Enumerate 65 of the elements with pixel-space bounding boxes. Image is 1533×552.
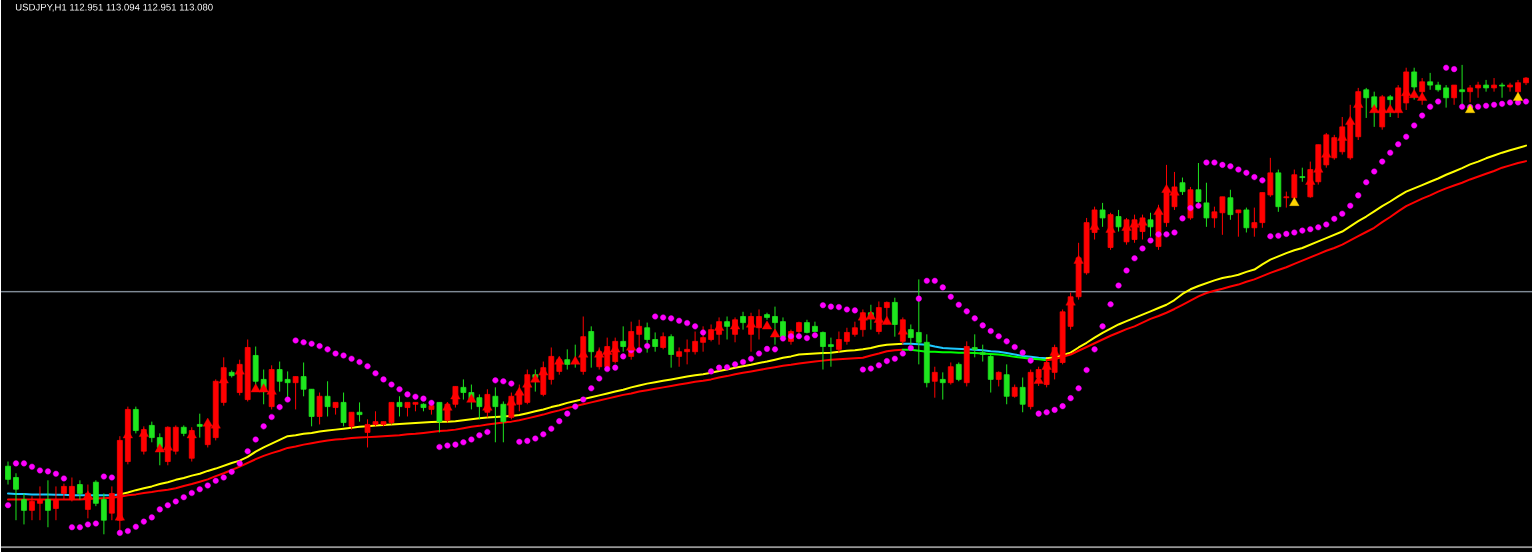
candlestick: [1003, 363, 1010, 405]
candlestick: [500, 400, 507, 443]
candlestick: [1467, 84, 1473, 103]
candlestick: [1243, 206, 1250, 233]
candlestick: [45, 479, 51, 528]
candlestick: [1499, 82, 1505, 99]
candlestick: [828, 336, 834, 368]
chart-title: USDJPY,H1 112.951 113.094 112.951 113.080: [15, 3, 213, 12]
candlestick: [852, 321, 858, 338]
candlestick: [21, 492, 27, 525]
candlestick: [947, 361, 954, 385]
candlestick: [196, 413, 203, 438]
candlestick: [356, 401, 363, 423]
candlestick: [396, 395, 403, 417]
candlestick: [5, 460, 11, 485]
candlestick: [668, 333, 675, 369]
candlestick: [891, 297, 898, 338]
candlestick: [676, 346, 682, 368]
candlestick: [955, 361, 962, 382]
candlestick: [132, 405, 139, 434]
candlestick: [1363, 87, 1370, 119]
candlestick: [684, 338, 690, 365]
candlestick: [740, 311, 746, 331]
candlestick: [340, 391, 347, 427]
candlestick: [316, 391, 323, 425]
candlestick: [1507, 82, 1513, 93]
candlestick: [915, 278, 922, 365]
candlestick: [588, 325, 595, 369]
candlestick: [324, 380, 331, 417]
candlestick: [1451, 84, 1457, 106]
candlestick: [836, 330, 842, 354]
candlestick: [492, 386, 499, 443]
candlestick: [276, 360, 283, 392]
candlestick: [101, 492, 107, 535]
candlestick: [1267, 157, 1274, 198]
candlestick: [931, 366, 938, 399]
candlestick: [1443, 84, 1449, 108]
candlestick: [1147, 212, 1154, 238]
candlestick: [652, 331, 659, 353]
candlestick: [987, 353, 994, 393]
candlestick: [1203, 182, 1210, 228]
candlestick: [1235, 209, 1242, 238]
candlestick: [700, 325, 706, 353]
candlestick: [1427, 72, 1434, 91]
candlestick: [93, 479, 99, 507]
candlestick: [620, 325, 627, 353]
candlestick: [780, 316, 786, 340]
candlestick: [1115, 209, 1122, 232]
candlestick: [820, 330, 826, 370]
candlestick: [148, 421, 155, 443]
candlestick: [724, 315, 730, 340]
candlestick: [1475, 81, 1481, 99]
candlestick: [436, 401, 443, 433]
candlestick: [1491, 77, 1497, 93]
candlestick: [77, 479, 83, 500]
candlestick: [292, 375, 299, 410]
candlestick: [13, 472, 19, 521]
candlestick: [1483, 79, 1489, 93]
candlestick: [1099, 202, 1106, 228]
candlestick: [1019, 376, 1026, 413]
candlestick: [564, 348, 571, 370]
candlestick: [939, 371, 946, 400]
candlestick: [692, 330, 698, 355]
candlestick: [971, 333, 978, 358]
candlestick: [1227, 189, 1234, 221]
